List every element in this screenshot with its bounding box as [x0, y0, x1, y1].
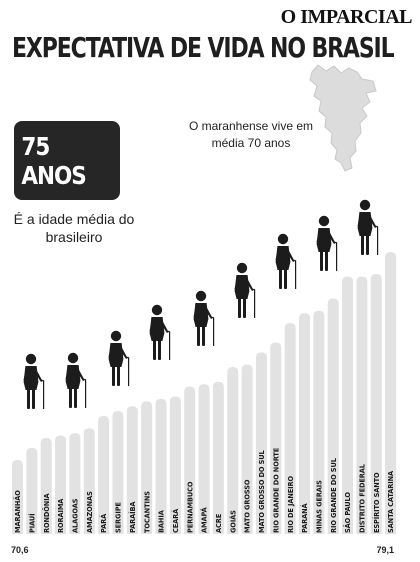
bar-17 [255, 352, 267, 534]
elderly-person-with-cane-icon [357, 199, 379, 255]
category-label-10: BAHIA [158, 509, 166, 533]
scale-min-label: 70,6 [11, 545, 29, 555]
bar-8 [126, 406, 138, 534]
elderly-person-with-cane-icon [316, 215, 338, 271]
category-label-15: GOIÁS [228, 510, 237, 533]
category-label-22: RIO GRANDE DO SUL [330, 457, 338, 533]
bar-2 [40, 437, 52, 534]
bar-10 [155, 398, 167, 534]
bar-15 [227, 367, 239, 534]
bars-layer [12, 252, 397, 534]
category-label-17: MATO GROSSO DO SUL [258, 449, 266, 533]
category-label-1: PIAUÍ [27, 513, 36, 533]
bar-20 [299, 313, 310, 534]
category-label-16: MATO GROSSO [244, 479, 252, 533]
scale-max-label: 79,1 [376, 545, 394, 555]
category-label-24: DISTRITO FEDERAL [359, 463, 367, 533]
bar-22 [327, 298, 339, 534]
bar-12 [184, 386, 196, 534]
elderly-person-with-cane-icon [65, 352, 87, 408]
elderly-person-with-cane-icon [275, 233, 297, 289]
bar-14 [212, 381, 224, 534]
category-label-6: PARÁ [99, 513, 108, 533]
bar-9 [141, 401, 153, 534]
category-label-2: RONDÔNIA [42, 492, 51, 533]
category-label-5: AMAZONAS [86, 491, 94, 533]
maranhao-map-icon [309, 64, 377, 172]
bar-26 [385, 252, 397, 534]
category-label-8: PARAÍBA [128, 501, 137, 533]
category-label-14: ACRE [215, 513, 223, 533]
average-age-value: 75 ANOS [21, 131, 86, 190]
category-label-0: MARANHÃO [13, 490, 22, 533]
brand-logo: O IMPARCIAL [280, 6, 413, 28]
bar-5 [83, 428, 95, 534]
category-label-18: RIO GRANDE DO NORTE [272, 447, 280, 533]
bar-6 [98, 415, 110, 534]
bar-23 [342, 276, 354, 534]
category-label-4: ALAGOAS [72, 498, 80, 533]
category-label-21: MINAS GERAIS [315, 480, 323, 533]
elderly-figures [23, 199, 379, 409]
category-label-23: SÃO PAULO [343, 492, 352, 533]
elderly-person-with-cane-icon [149, 304, 171, 360]
category-label-19: RIO DE JANEIRO [287, 475, 295, 533]
bar-7 [112, 411, 124, 534]
category-label-12: PERNAMBUCO [186, 481, 194, 533]
maranhao-note: O maranhense vive em média 70 anos [188, 119, 314, 150]
category-label-26: SANTA CATARINA [387, 470, 395, 533]
category-label-9: TOCANTINS [143, 491, 151, 533]
bar-21 [313, 310, 325, 534]
elderly-person-with-cane-icon [193, 290, 215, 346]
page-title: EXPECTATIVA DE VIDA NO BRASIL [12, 32, 395, 64]
category-label-20: PARANÁ [300, 502, 309, 533]
bar-1 [26, 447, 38, 534]
bar-3 [55, 435, 67, 534]
bar-19 [284, 322, 296, 534]
category-label-3: RORAIMA [57, 498, 65, 533]
elderly-person-with-cane-icon [234, 262, 256, 318]
category-labels: MARANHÃO PIAUÍ RONDÔNIA RORAIMA ALAGOAS AMAZO… [13, 447, 395, 533]
elderly-person-with-cane-icon [23, 353, 45, 409]
bar-25 [370, 274, 382, 534]
bar-11 [169, 396, 181, 534]
average-age-caption: É a idade média do brasileiro [13, 211, 135, 245]
bar-0 [12, 460, 23, 534]
bar-16 [241, 364, 253, 534]
bar-24 [356, 276, 368, 534]
category-label-13: AMAPÁ [200, 506, 209, 533]
category-label-25: ESPÍRITO SANTO [372, 472, 381, 533]
average-age-badge: 75 ANOS [14, 121, 120, 200]
category-label-7: SERGIPE [115, 502, 123, 533]
category-label-11: CEARÁ [171, 508, 180, 533]
elderly-person-with-cane-icon [108, 330, 130, 386]
bar-13 [198, 384, 210, 534]
bar-4 [69, 433, 81, 534]
bar-18 [270, 342, 282, 534]
